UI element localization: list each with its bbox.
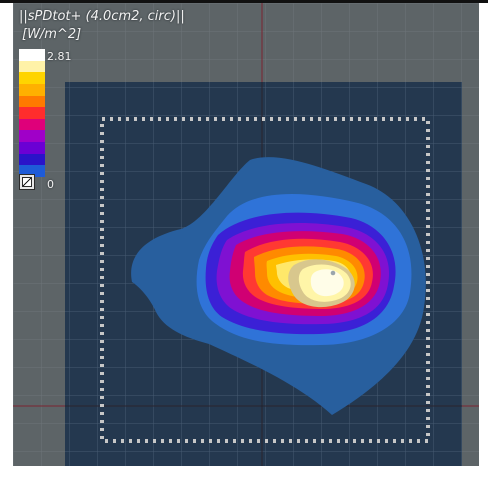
legend-band bbox=[19, 95, 45, 108]
legend-band bbox=[19, 118, 45, 131]
legend-bar bbox=[19, 49, 45, 178]
legend-min-label: 0 bbox=[47, 178, 54, 191]
legend-band bbox=[19, 72, 45, 84]
peak-marker bbox=[330, 270, 336, 276]
legend-band bbox=[19, 60, 45, 73]
contour-peak bbox=[310, 269, 344, 297]
sar-hotspot-contours bbox=[131, 157, 426, 415]
legend-band bbox=[19, 130, 45, 143]
field-map-canvas[interactable] bbox=[13, 3, 479, 466]
field-map-viewport[interactable]: ||sPDtot+ (4.0cm2, circ)|| [W/m^2] 2.81 … bbox=[13, 3, 479, 466]
legend-band bbox=[19, 165, 45, 178]
top-border bbox=[0, 0, 488, 3]
legend-band bbox=[19, 107, 45, 119]
bottom-margin bbox=[0, 466, 488, 493]
color-legend: 2.81 0 bbox=[19, 49, 72, 191]
legend-band bbox=[19, 83, 45, 96]
legend-max-label: 2.81 bbox=[47, 50, 72, 63]
legend-band bbox=[19, 153, 45, 166]
dotted-boundary bbox=[100, 117, 430, 443]
legend-band bbox=[19, 49, 45, 61]
legend-band bbox=[19, 142, 45, 154]
colormap-toggle-icon[interactable] bbox=[19, 174, 35, 190]
